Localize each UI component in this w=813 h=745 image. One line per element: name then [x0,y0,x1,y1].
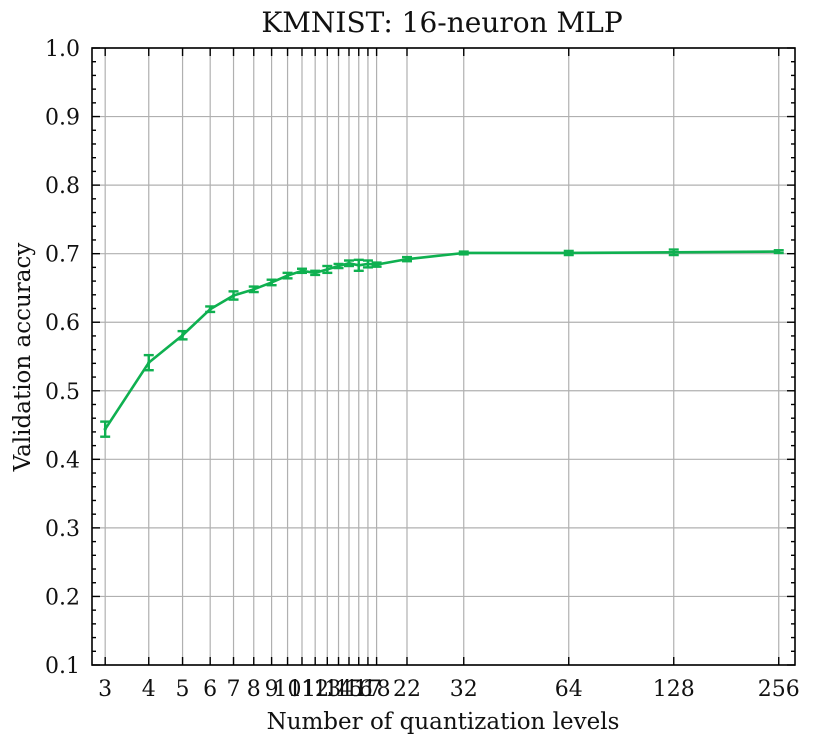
x-tick-label: 6 [203,677,217,702]
y-tick-label: 0.3 [45,517,80,542]
chart-title: KMNIST: 16-neuron MLP [261,6,622,39]
x-tick-label: 22 [393,677,421,702]
series-line [104,250,779,430]
data-point [336,264,341,268]
data-point [777,250,781,254]
data-point [147,361,151,365]
x-tick-label: 15 [335,677,363,702]
x-tick-label: 5 [176,677,190,702]
x-tick-label: 8 [247,677,261,702]
plot-frame [91,47,796,666]
grid-layer [92,47,795,666]
x-tick-label: 9 [265,677,279,702]
y-tick-label: 1.0 [45,37,80,62]
data-point [103,427,107,431]
y-tick-label: 0.4 [45,448,80,473]
data-point [313,271,317,275]
data-point [357,263,361,267]
x-tick-label: 18 [363,677,391,702]
y-tick-label: 0.6 [45,311,80,336]
data-point [405,257,409,261]
data-point [462,251,466,255]
x-tick-label: 14 [325,677,353,702]
y-tick-label: 0.1 [45,654,80,679]
x-tick-label: 64 [555,677,583,702]
data-point [366,262,370,266]
data-point [672,250,676,254]
x-tick-label: 4 [142,677,156,702]
data-point [180,333,185,337]
data-point [374,263,379,267]
x-tick-label: 128 [653,677,695,702]
x-tick-label: 7 [227,677,241,702]
x-tick-label: 12 [301,677,329,702]
x-tick-label: 11 [288,677,316,702]
data-point [252,287,256,291]
y-axis-label: Validation accuracy [10,243,36,473]
y-tick-label: 0.5 [45,380,80,405]
x-tick-label: 17 [354,677,382,702]
data-point [231,293,236,298]
x-tick-label: 13 [313,677,341,702]
data-point [567,251,571,255]
y-tick-label: 0.8 [45,174,80,199]
x-tick-label: 32 [450,677,478,702]
data-point [300,269,304,273]
data-point [325,267,329,272]
data-point [285,274,290,278]
series-layer [100,248,784,438]
x-axis-label: Number of quantization levels [267,709,620,735]
x-tick-label: 256 [758,677,800,702]
y-tick-label: 0.9 [45,106,80,131]
data-point [269,280,274,285]
y-tick-label: 0.7 [45,243,80,268]
data-point [208,307,212,311]
x-tick-label: 3 [98,677,112,702]
x-tick-label: 16 [345,677,373,702]
data-point [347,261,351,265]
y-tick-label: 0.2 [45,585,80,610]
x-tick-label: 10 [274,677,302,702]
